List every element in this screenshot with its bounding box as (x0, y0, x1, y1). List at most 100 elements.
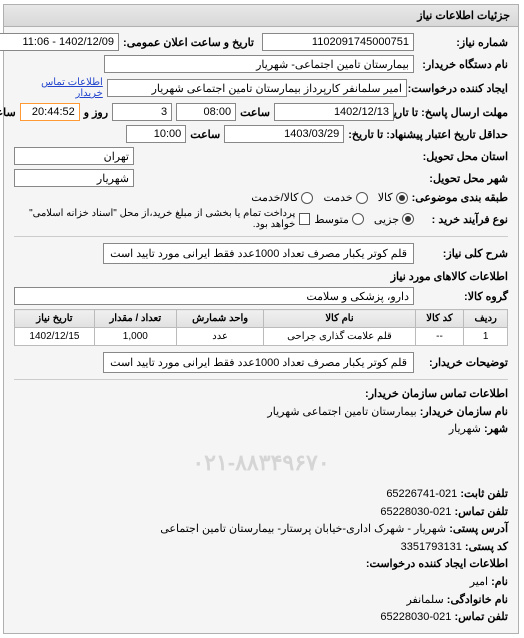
delivery-city-input[interactable] (15, 169, 135, 187)
deadline-time-input[interactable] (177, 103, 237, 121)
postal-value: 3351793131 (402, 541, 463, 553)
th-date: تاریخ نیاز (16, 310, 96, 328)
time-label-1: ساعت (241, 106, 271, 119)
days-input[interactable] (113, 103, 173, 121)
row-req-no: شماره نیاز: تاریخ و ساعت اعلان عمومی: (15, 33, 509, 51)
radio-goods[interactable]: کالا (379, 191, 409, 204)
row-buyer-notes: توضیحات خریدار: قلم کوتر یکبار مصرف تعدا… (15, 352, 509, 373)
desc-label: شرح کلی نیاز: (419, 247, 509, 260)
creator-input[interactable] (108, 79, 408, 97)
row-deadline: مهلت ارسال پاسخ: تا تاریخ: ساعت روز و سا… (15, 103, 509, 121)
contact-section-title: اطلاعات تماس سازمان خریدار: (15, 386, 509, 404)
creator-section-title: اطلاعات ایجاد کننده درخواست: (15, 556, 509, 574)
td-code: -- (416, 328, 465, 346)
row-city: شهر محل تحویل: (15, 169, 509, 187)
goods-table: ردیف کد کالا نام کالا واحد شمارش تعداد /… (15, 309, 509, 346)
req-no-label: شماره نیاز: (419, 36, 509, 49)
details-panel: جزئیات اطلاعات نیاز شماره نیاز: تاریخ و … (4, 4, 520, 634)
row-buyer-org: نام دستگاه خریدار: (15, 55, 509, 73)
purchase-note: پرداخت تمام یا بخشی از مبلغ خرید،از محل … (15, 208, 296, 230)
radio-medium[interactable]: متوسط (315, 213, 365, 226)
validity-date-input[interactable] (225, 125, 345, 143)
panel-title: جزئیات اطلاعات نیاز (5, 5, 519, 27)
th-qty: تعداد / مقدار (95, 310, 177, 328)
fax-value: 021-65228030 (381, 506, 452, 518)
row-validity: حداقل تاریخ اعتبار پیشنهاد: تا تاریخ: سا… (15, 125, 509, 143)
announce-input[interactable] (0, 33, 120, 51)
radio-small-label: جزیی (375, 213, 400, 226)
radio-service-label: خدمت (324, 191, 353, 204)
form-body: شماره نیاز: تاریخ و ساعت اعلان عمومی: نا… (5, 27, 519, 633)
radio-medium-label: متوسط (315, 213, 350, 226)
lname-label: نام خانوادگی: (448, 594, 509, 606)
contact-link[interactable]: اطلاعات تماس خریدار (15, 77, 104, 99)
row-desc: شرح کلی نیاز: قلم کوتر یکبار مصرف تعداد … (15, 243, 509, 264)
city-value: شهریار (450, 423, 482, 435)
goods-group-label: گروه کالا: (419, 290, 509, 303)
lname-value: سلمانفر (407, 594, 444, 606)
radio-service[interactable]: خدمت (324, 191, 368, 204)
contact-block: اطلاعات تماس سازمان خریدار: نام سازمان خ… (15, 386, 509, 627)
radio-both[interactable]: کالا/خدمت (252, 191, 314, 204)
td-name: قلم علامت گذاری جراحی (265, 328, 416, 346)
goods-section-title: اطلاعات کالاهای مورد نیاز (15, 270, 509, 283)
row-subject-cat: طبقه بندی موضوعی: کالا خدمت کالا/خدمت (15, 191, 509, 204)
table-header-row: ردیف کد کالا نام کالا واحد شمارش تعداد /… (16, 310, 509, 328)
table-row: 1 -- قلم علامت گذاری جراحی عدد 1,000 140… (16, 328, 509, 346)
goods-group-input[interactable] (15, 287, 415, 305)
delivery-city-label: شهر محل تحویل: (419, 172, 509, 185)
radio-both-label: کالا/خدمت (252, 191, 299, 204)
th-unit: واحد شمارش (177, 310, 265, 328)
delivery-prov-label: استان محل تحویل: (419, 150, 509, 163)
delivery-prov-input[interactable] (15, 147, 135, 165)
row-province: استان محل تحویل: (15, 147, 509, 165)
row-goods-group: گروه کالا: (15, 287, 509, 305)
validity-time-input[interactable] (127, 125, 187, 143)
addr-label: آدرس پستی: (450, 523, 509, 535)
th-name: نام کالا (265, 310, 416, 328)
fname-value: امیر (471, 576, 489, 588)
buyer-org-label: نام دستگاه خریدار: (419, 58, 509, 71)
postal-label: کد پستی: (466, 541, 509, 553)
th-row: ردیف (465, 310, 509, 328)
org-value: بیمارستان تامین اجتماعی شهریار (268, 406, 417, 418)
treasury-checkbox[interactable] (300, 213, 311, 225)
buyer-org-input[interactable] (105, 55, 415, 73)
desc-box: قلم کوتر یکبار مصرف تعداد 1000عدد فقط ای… (104, 243, 415, 264)
radio-dot-icon (353, 213, 365, 225)
tel-value: 021-65226741 (387, 488, 458, 500)
days-label: روز و (85, 106, 109, 119)
subject-cat-label: طبقه بندی موضوعی: (413, 191, 509, 204)
td-qty: 1,000 (95, 328, 177, 346)
radio-goods-label: کالا (379, 191, 394, 204)
purchase-type-label: نوع فرآیند خرید : (419, 213, 509, 226)
td-date: 1402/12/15 (16, 328, 96, 346)
radio-dot-icon (397, 192, 409, 204)
td-unit: عدد (177, 328, 265, 346)
announce-label: تاریخ و ساعت اعلان عمومی: (124, 36, 255, 49)
separator (15, 379, 509, 380)
fax-label: تلفن تماس: (455, 506, 509, 518)
ctel-value: 021-65228030 (381, 611, 452, 623)
validity-label: حداقل تاریخ اعتبار پیشنهاد: تا تاریخ: (349, 128, 509, 141)
req-no-input[interactable] (263, 33, 415, 51)
purchase-type-radios: جزیی متوسط (315, 213, 415, 226)
radio-dot-icon (302, 192, 314, 204)
time-label-2: ساعت (191, 128, 221, 141)
radio-dot-icon (403, 213, 415, 225)
org-label: نام سازمان خریدار: (421, 406, 509, 418)
addr-value: شهریار - شهرک اداری-خیابان پرستار- بیمار… (161, 523, 447, 535)
fname-label: نام: (492, 576, 509, 588)
creator-label: ایجاد کننده درخواست: (412, 82, 509, 95)
th-code: کد کالا (416, 310, 465, 328)
separator (15, 236, 509, 237)
buyer-notes-label: توضیحات خریدار: (419, 356, 509, 369)
radio-small[interactable]: جزیی (375, 213, 415, 226)
buyer-notes-box: قلم کوتر یکبار مصرف تعداد 1000عدد فقط ای… (104, 352, 415, 373)
deadline-date-input[interactable] (275, 103, 395, 121)
row-purchase-type: نوع فرآیند خرید : جزیی متوسط پرداخت تمام… (15, 208, 509, 230)
remain-label: ساعت باقی مانده (0, 106, 17, 119)
row-creator: ایجاد کننده درخواست: اطلاعات تماس خریدار (15, 77, 509, 99)
remain-time-input[interactable] (21, 103, 81, 121)
subject-cat-radios: کالا خدمت کالا/خدمت (252, 191, 408, 204)
